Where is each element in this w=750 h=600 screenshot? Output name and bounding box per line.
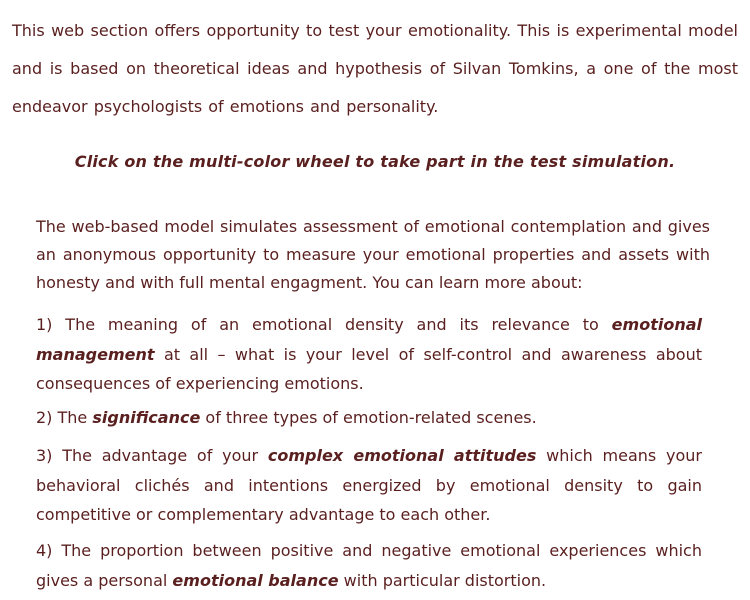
item-text: The advantage of your <box>62 446 259 465</box>
list-item: 2) The significance of three types of em… <box>36 403 702 433</box>
item-number: 3) <box>36 446 53 465</box>
item-text: The <box>57 408 88 427</box>
item-emphasis: emotional management <box>36 315 702 364</box>
description-paragraph: The web-based model simulates assessment… <box>36 217 710 292</box>
list-item: 1) The meaning of an emotional density a… <box>36 310 702 399</box>
item-emphasis: significance <box>92 408 201 427</box>
item-text: The meaning of an emotional density and … <box>65 315 599 334</box>
item-text: which means your behavioral clichés and … <box>36 446 702 524</box>
item-emphasis: emotional balance <box>172 570 339 590</box>
item-emphasis: complex emotional attitudes <box>267 446 537 465</box>
item-text: of three types of emotion-related scenes… <box>205 408 537 427</box>
item-text: at all – what is your level of self-cont… <box>36 344 702 394</box>
item-number: 2) <box>36 408 53 427</box>
item-text: with particular distortion. <box>343 570 547 590</box>
intro-paragraph: This web section offers opportunity to t… <box>12 21 738 116</box>
list-item: 4) The proportion between positive and n… <box>36 536 702 595</box>
item-number: 1) <box>36 315 53 334</box>
list-item: 3) The advantage of your complex emotion… <box>36 441 702 530</box>
item-number: 4) <box>36 541 53 560</box>
item-text: The proportion between positive and nega… <box>36 541 702 590</box>
wheel-instruction: Click on the multi-color wheel to take p… <box>74 152 676 171</box>
